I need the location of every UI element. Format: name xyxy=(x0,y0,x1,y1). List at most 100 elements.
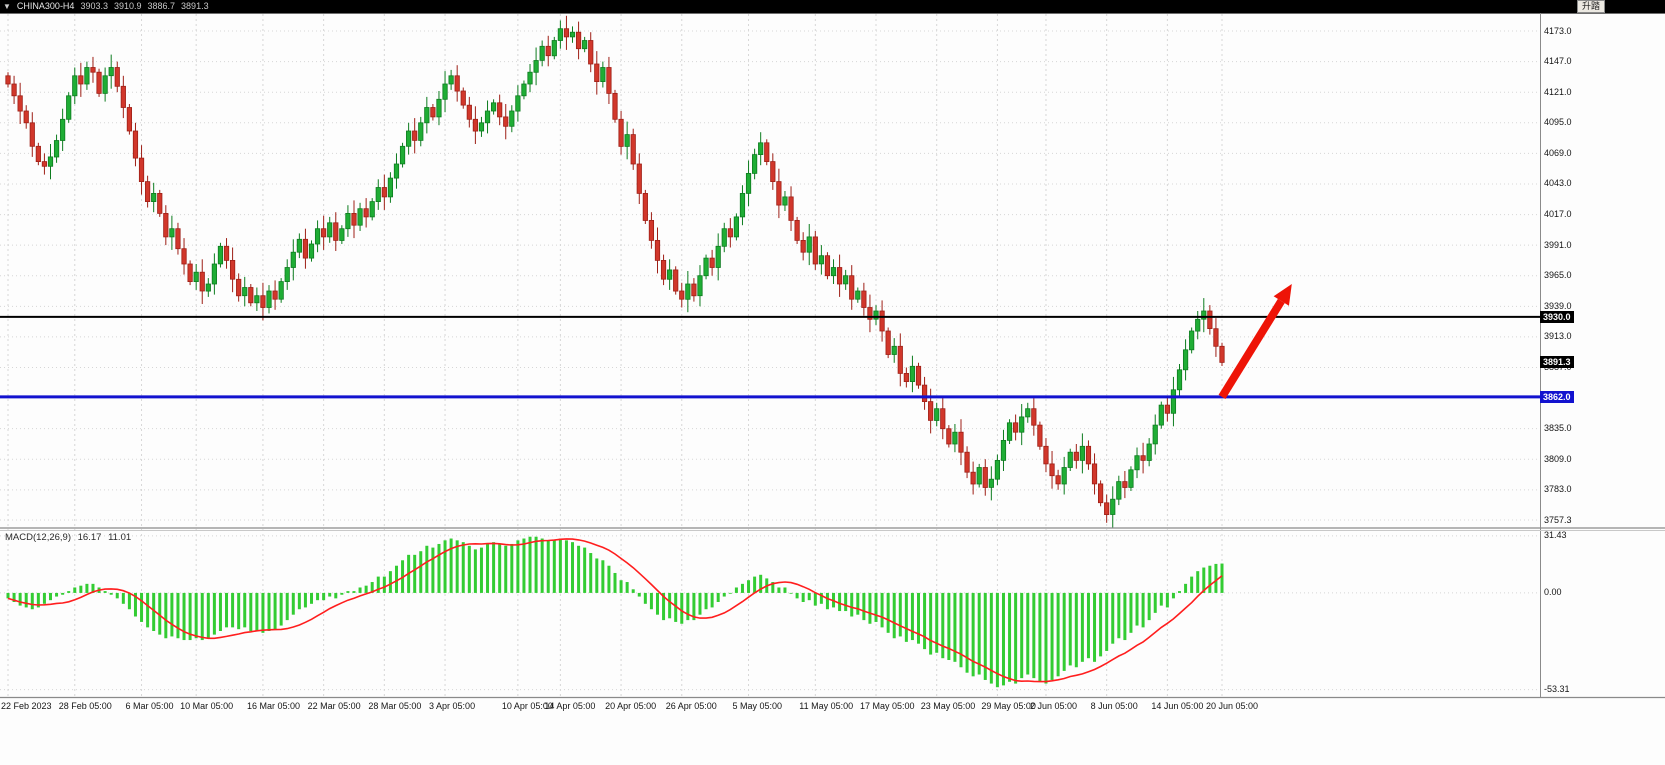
candle xyxy=(545,45,551,57)
candle xyxy=(120,85,126,108)
macd-histogram-bar xyxy=(467,545,471,593)
bar-close-value: 3891.3 xyxy=(181,1,209,11)
candle xyxy=(1176,369,1183,391)
macd-histogram-bar xyxy=(789,592,793,594)
candle xyxy=(284,267,290,283)
candle xyxy=(187,263,193,283)
candle xyxy=(952,431,958,445)
price-tick-label: 3835.0 xyxy=(1544,423,1572,434)
symbol-dropdown-icon[interactable]: ▼ xyxy=(3,2,11,11)
macd-histogram-bar xyxy=(674,592,678,622)
candle xyxy=(1073,451,1079,461)
macd-histogram-bar xyxy=(1020,592,1024,679)
macd-histogram-bar xyxy=(85,583,89,593)
candle xyxy=(1152,424,1158,445)
macd-histogram-bar xyxy=(977,592,981,675)
trend-arrow-annotation[interactable] xyxy=(1218,283,1292,400)
macd-histogram-bar xyxy=(388,571,392,593)
price-tick-label: 4147.0 xyxy=(1544,56,1572,67)
candle xyxy=(412,130,418,141)
candle xyxy=(903,372,909,382)
candle xyxy=(1091,463,1098,485)
candle xyxy=(679,290,685,300)
candle xyxy=(223,245,230,261)
candle xyxy=(1189,330,1195,351)
candle xyxy=(752,154,758,174)
candle xyxy=(381,187,387,198)
candle xyxy=(891,345,897,355)
candle xyxy=(994,459,1001,480)
macd-histogram-bar xyxy=(534,536,538,593)
macd-histogram-bar xyxy=(73,587,77,593)
candle xyxy=(369,201,375,218)
macd-tick-label: 0.00 xyxy=(1544,587,1562,598)
horizontal-level-lines[interactable] xyxy=(0,315,1540,399)
macd-histogram-bar xyxy=(182,592,186,641)
candle xyxy=(1085,445,1092,465)
candle xyxy=(934,408,940,421)
macd-histogram-bar xyxy=(941,592,945,659)
macd-histogram-bar xyxy=(328,592,332,597)
panel-separators xyxy=(0,13,1665,699)
candle xyxy=(970,471,976,485)
time-tick-label: 17 May 05:00 xyxy=(860,701,915,711)
macd-histogram-bar xyxy=(261,592,265,633)
candle xyxy=(5,75,11,85)
candle xyxy=(503,116,509,127)
price-level-tag: 3862.0 xyxy=(1540,390,1574,403)
macd-histogram-bar xyxy=(504,545,508,593)
candle xyxy=(575,31,582,50)
candle xyxy=(145,181,151,203)
macd-histogram-bar xyxy=(1032,592,1036,679)
candle xyxy=(897,345,903,374)
macd-histogram-bar xyxy=(376,576,380,593)
macd-histogram-bar xyxy=(413,554,417,593)
candle xyxy=(557,28,563,41)
macd-histogram-bar xyxy=(1117,592,1121,639)
candle xyxy=(1116,481,1122,500)
candle xyxy=(266,290,272,308)
candle xyxy=(254,295,260,304)
macd-tick-label: -53.31 xyxy=(1544,684,1570,695)
macd-signal-line xyxy=(7,538,1223,683)
macd-histogram-bar xyxy=(109,592,113,595)
candle xyxy=(66,95,72,120)
macd-histogram-bar xyxy=(473,549,477,593)
macd-histogram-bar xyxy=(1208,565,1212,593)
macd-histogram-bar xyxy=(1220,563,1224,593)
candle xyxy=(739,192,746,218)
macd-histogram-bar xyxy=(838,592,842,612)
candle xyxy=(758,142,764,156)
candle xyxy=(321,228,327,238)
time-tick-label: 3 Apr 05:00 xyxy=(429,701,476,711)
candle xyxy=(466,104,472,120)
candle xyxy=(606,67,612,94)
candle xyxy=(539,45,545,61)
candle xyxy=(23,110,29,124)
candle xyxy=(964,451,970,473)
candle xyxy=(1043,445,1049,465)
candle xyxy=(776,181,782,206)
arrow-shaft[interactable] xyxy=(1218,298,1285,400)
candle xyxy=(915,365,922,386)
price-tick-label: 4121.0 xyxy=(1544,86,1572,97)
macd-histogram-bar xyxy=(425,545,429,593)
candle xyxy=(551,40,557,57)
candle xyxy=(272,290,278,300)
candle xyxy=(448,75,454,85)
candle xyxy=(685,283,691,300)
macd-histogram-bar xyxy=(1014,592,1018,684)
candle xyxy=(600,67,606,83)
candle xyxy=(1128,469,1134,488)
time-tick-label: 20 Apr 05:00 xyxy=(605,701,657,711)
macd-histogram-bar xyxy=(571,542,575,593)
corner-overlay-note[interactable]: 升踏 xyxy=(1577,0,1606,13)
macd-signal-value: 11.01 xyxy=(108,532,132,543)
candle xyxy=(484,110,491,124)
macd-histogram-bar xyxy=(218,592,222,631)
candle xyxy=(393,163,400,179)
candle xyxy=(1146,443,1152,461)
macd-histogram-bar xyxy=(152,592,156,631)
arrow-head[interactable] xyxy=(1273,283,1292,306)
